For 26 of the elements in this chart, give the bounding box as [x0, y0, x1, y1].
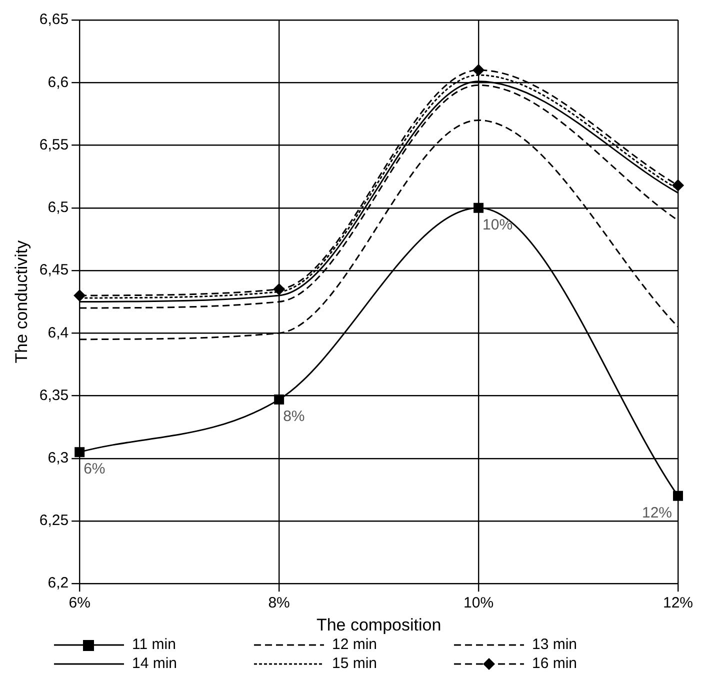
- annotation: 6%: [84, 460, 106, 478]
- x-tick-label: 10%: [464, 594, 494, 612]
- x-tick-label: 12%: [662, 594, 694, 612]
- annotation: 12%: [642, 504, 672, 522]
- y-tick-label: 6,5: [48, 199, 69, 216]
- x-tick-label: 8%: [268, 594, 290, 612]
- y-tick-label: 6,55: [39, 136, 69, 154]
- y-tick-label: 6,35: [39, 386, 69, 404]
- annotation: 8%: [283, 408, 305, 426]
- y-tick-label: 6,65: [39, 11, 69, 28]
- legend-label: 11 min: [132, 636, 176, 653]
- y-tick-label: 6,3: [48, 449, 69, 466]
- legend-label: 15 min: [332, 655, 378, 672]
- y-tick-label: 6,2: [48, 574, 69, 592]
- x-tick-label: 6%: [68, 594, 90, 612]
- y-tick-label: 6,6: [48, 74, 69, 91]
- annotation: 10%: [482, 216, 513, 234]
- legend-label: 14 min: [132, 655, 178, 672]
- legend-label: 12 min: [332, 636, 378, 653]
- y-tick-label: 6,45: [39, 262, 69, 279]
- x-axis-title: The composition: [316, 615, 442, 634]
- y-axis-title: The conductivity: [12, 240, 31, 364]
- y-tick-label: 6,25: [39, 512, 69, 530]
- y-tick-label: 6,4: [48, 324, 69, 342]
- legend-label: 13 min: [532, 636, 578, 653]
- legend-label: 16 min: [532, 655, 578, 672]
